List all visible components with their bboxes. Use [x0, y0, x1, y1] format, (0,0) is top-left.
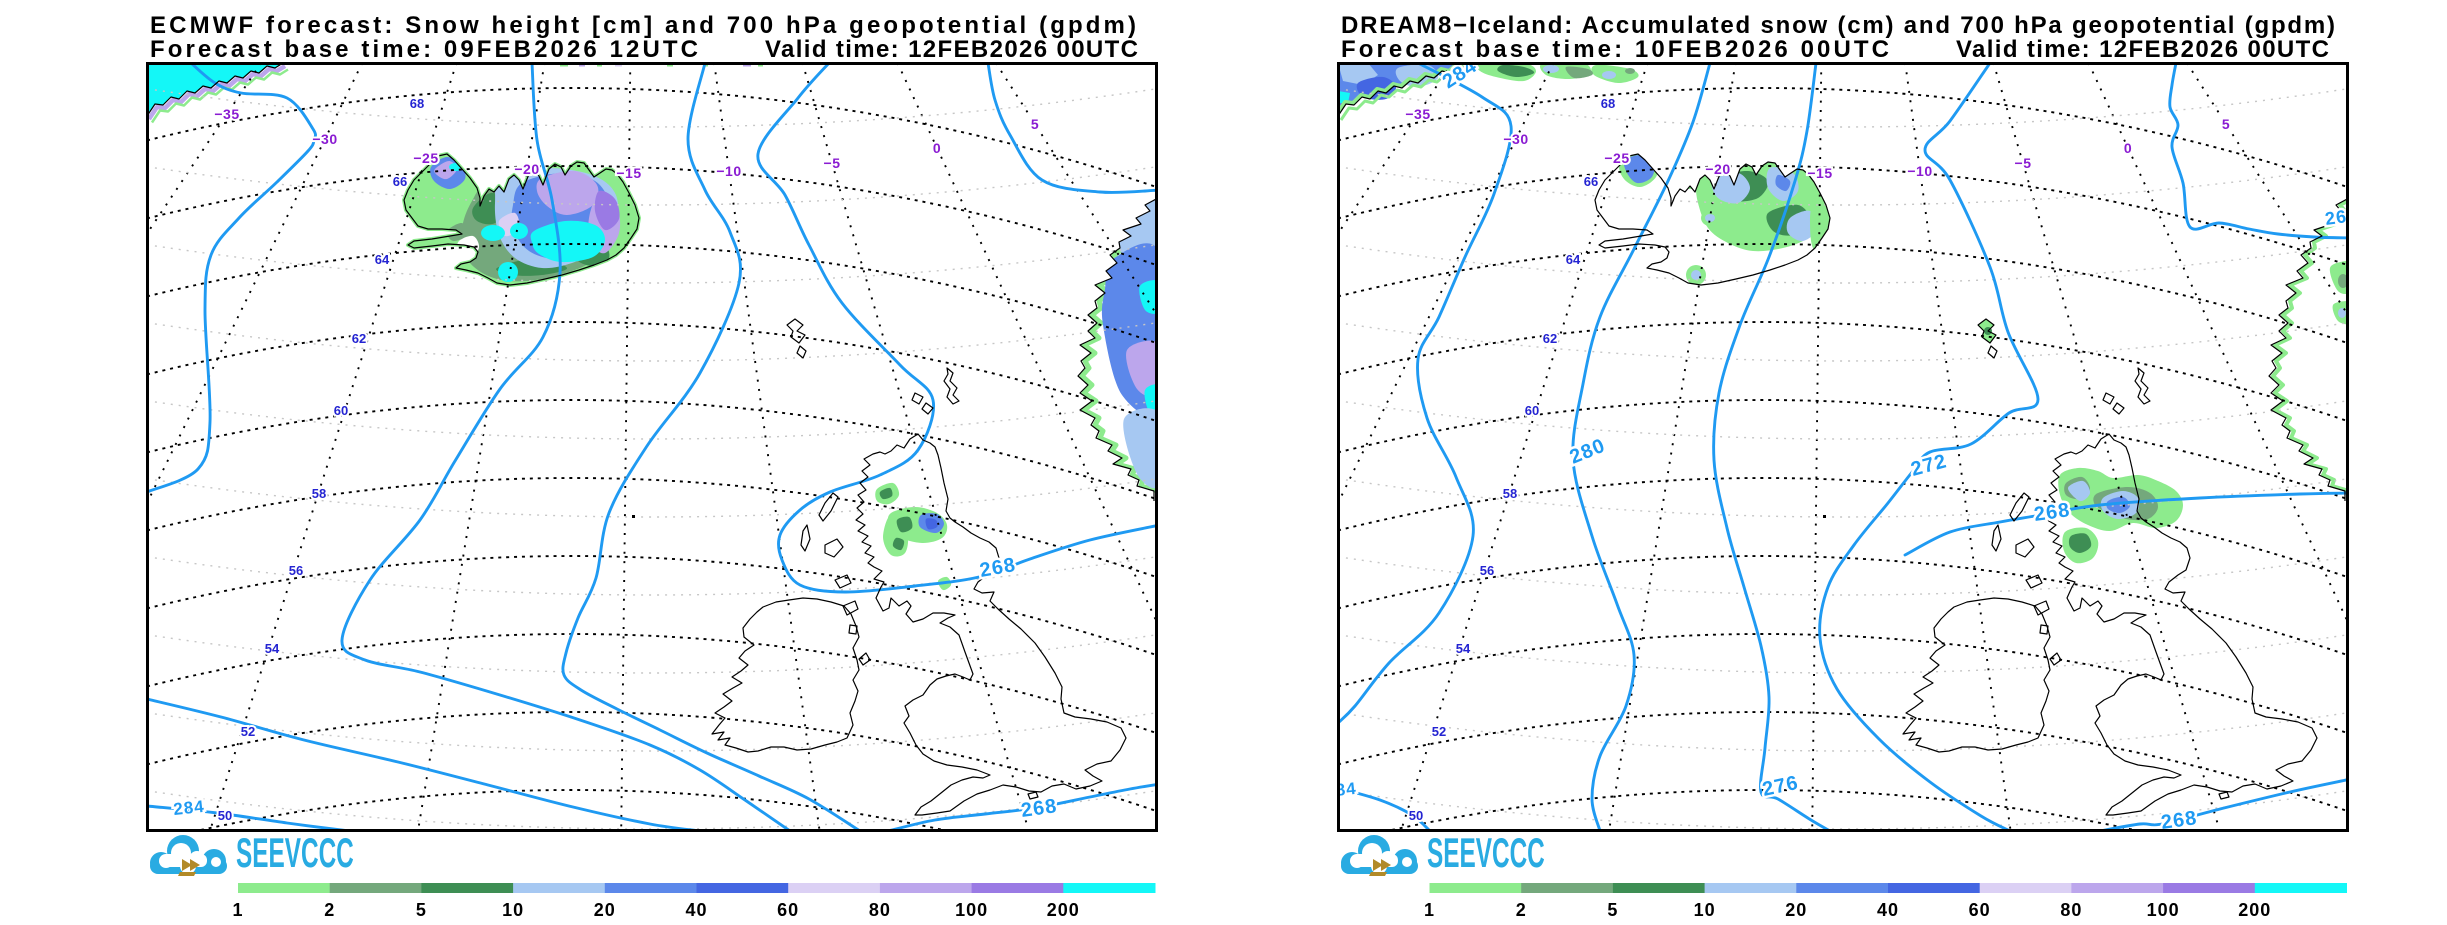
svg-text:100: 100 [955, 900, 988, 920]
svg-text:200: 200 [2238, 900, 2271, 920]
svg-text:80: 80 [2060, 900, 2082, 920]
svg-text:−25: −25 [1604, 150, 1629, 166]
svg-text:268: 268 [2324, 205, 2360, 229]
svg-text:−25: −25 [413, 150, 438, 166]
svg-text:10: 10 [1694, 900, 1716, 920]
svg-text:52: 52 [1432, 724, 1446, 739]
svg-text:80: 80 [869, 900, 891, 920]
svg-text:2: 2 [1516, 900, 1527, 920]
svg-text:64: 64 [375, 252, 390, 267]
svg-text:20: 20 [594, 900, 616, 920]
svg-text:5: 5 [416, 900, 427, 920]
svg-text:200: 200 [1047, 900, 1080, 920]
svg-text:62: 62 [1543, 331, 1557, 346]
svg-text:−5: −5 [824, 155, 841, 171]
svg-text:DREAM8−Iceland: Accumulated sn: DREAM8−Iceland: Accumulated snow (cm) an… [1341, 12, 2337, 39]
svg-text:40: 40 [1877, 900, 1899, 920]
svg-text:10: 10 [502, 900, 524, 920]
svg-text:58: 58 [312, 486, 326, 501]
svg-text:5: 5 [1031, 116, 1039, 132]
svg-text:66: 66 [1584, 174, 1598, 189]
svg-text:64: 64 [1566, 252, 1581, 267]
svg-text:60: 60 [777, 900, 799, 920]
svg-text:Forecast base time: 10FEB2026: Forecast base time: 10FEB2026 00UTC [1341, 36, 1891, 63]
svg-text:SEEVCCC: SEEVCCC [236, 830, 354, 876]
svg-text:60: 60 [334, 403, 348, 418]
svg-text:−5: −5 [2015, 155, 2032, 171]
svg-text:56: 56 [289, 563, 303, 578]
svg-text:66: 66 [393, 174, 407, 189]
svg-text:−35: −35 [1405, 106, 1430, 122]
svg-text:5: 5 [1607, 900, 1618, 920]
svg-text:56: 56 [1480, 563, 1494, 578]
svg-text:58: 58 [1503, 486, 1517, 501]
svg-text:50: 50 [1409, 808, 1423, 823]
svg-text:Valid time: 12FEB2026 00UTC: Valid time: 12FEB2026 00UTC [765, 36, 1140, 63]
svg-text:60: 60 [1969, 900, 1991, 920]
svg-text:−30: −30 [312, 131, 337, 147]
svg-text:284: 284 [1324, 779, 1357, 801]
svg-text:Valid time: 12FEB2026 00UTC: Valid time: 12FEB2026 00UTC [1956, 36, 2331, 63]
svg-text:Forecast base time: 09FEB2026: Forecast base time: 09FEB2026 12UTC [150, 36, 700, 63]
svg-text:−35: −35 [214, 106, 239, 122]
svg-text:40: 40 [685, 900, 707, 920]
svg-text:−30: −30 [1503, 131, 1528, 147]
svg-text:50: 50 [218, 808, 232, 823]
svg-text:0: 0 [2124, 140, 2132, 156]
svg-text:284: 284 [172, 797, 205, 819]
svg-text:−10: −10 [716, 163, 741, 179]
svg-text:1: 1 [232, 900, 243, 920]
svg-text:20: 20 [1785, 900, 1807, 920]
svg-text:−20: −20 [514, 161, 539, 177]
svg-text:−15: −15 [1807, 165, 1832, 181]
svg-text:52: 52 [241, 724, 255, 739]
svg-text:−20: −20 [1705, 161, 1730, 177]
svg-text:68: 68 [410, 96, 424, 111]
svg-text:62: 62 [352, 331, 366, 346]
svg-text:54: 54 [265, 641, 280, 656]
svg-text:68: 68 [1601, 96, 1615, 111]
svg-text:−10: −10 [1907, 163, 1932, 179]
svg-text:ECMWF forecast: Snow height [c: ECMWF forecast: Snow height [cm] and 700… [150, 12, 1138, 39]
svg-text:0: 0 [933, 140, 941, 156]
svg-text:54: 54 [1456, 641, 1471, 656]
svg-text:−15: −15 [616, 165, 641, 181]
svg-text:SEEVCCC: SEEVCCC [1427, 830, 1545, 876]
svg-text:2: 2 [324, 900, 335, 920]
svg-text:1: 1 [1424, 900, 1435, 920]
svg-text:100: 100 [2147, 900, 2180, 920]
svg-text:60: 60 [1525, 403, 1539, 418]
svg-text:5: 5 [2222, 116, 2230, 132]
